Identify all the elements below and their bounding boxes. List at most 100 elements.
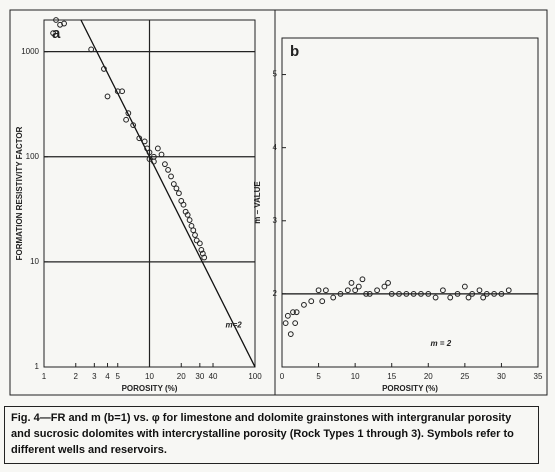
data-point [136, 135, 143, 142]
data-point [88, 46, 95, 53]
data-point [158, 151, 165, 158]
data-point [170, 181, 177, 187]
data-point [388, 290, 395, 297]
data-point [198, 247, 205, 253]
data-point [301, 301, 307, 308]
data-point [465, 294, 472, 301]
data-point [403, 290, 410, 297]
data-point [476, 287, 483, 294]
data-point [461, 283, 468, 290]
data-point [293, 309, 300, 316]
data-point [282, 320, 289, 327]
x-tick-label: 30 [195, 372, 204, 381]
data-point [50, 30, 57, 37]
data-point [146, 156, 153, 163]
data-point [385, 280, 391, 286]
data-point [130, 122, 137, 129]
data-point [119, 88, 126, 95]
x-tick-label: 30 [497, 372, 506, 381]
x-tick-label: 20 [177, 372, 186, 381]
y-tick-label: 10 [30, 257, 39, 266]
data-point [381, 283, 388, 290]
data-point [186, 217, 193, 223]
data-point [483, 290, 490, 297]
data-point [101, 66, 107, 72]
x-tick-label: 1 [42, 372, 47, 381]
data-point [330, 294, 337, 301]
y-tick-label: 3 [273, 216, 278, 225]
data-point [432, 294, 439, 301]
data-point [180, 201, 187, 208]
panel-frame [9, 9, 276, 396]
data-point [190, 227, 197, 234]
x-tick-label: 2 [74, 372, 79, 381]
data-point [184, 211, 191, 218]
plot-frame [281, 37, 539, 368]
x-tick-label: 25 [460, 372, 469, 381]
data-point [498, 290, 505, 297]
y-axis-label: FORMATION RESISTIVITY FACTOR [15, 126, 24, 260]
data-point [491, 290, 498, 297]
data-point [355, 283, 362, 290]
data-point [308, 298, 315, 305]
data-point [125, 110, 132, 117]
fit-line [80, 19, 256, 368]
y-axis-label: m – VALUE [253, 181, 262, 224]
x-axis-label: POROSITY (%) [382, 384, 438, 393]
y-tick-label: 5 [273, 70, 278, 79]
x-tick-label: 4 [105, 372, 110, 381]
x-tick-label: 40 [209, 372, 218, 381]
panel-label: a [52, 25, 61, 42]
x-tick-label: 35 [534, 372, 543, 381]
data-point [146, 149, 153, 156]
data-point [425, 290, 432, 297]
data-point [173, 185, 180, 192]
data-point [352, 287, 359, 294]
data-point [61, 20, 67, 27]
data-point [154, 145, 161, 152]
x-tick-label: 5 [316, 372, 321, 381]
data-point [359, 276, 366, 283]
data-point [348, 280, 355, 286]
x-tick-label: 10 [351, 372, 360, 381]
data-point [418, 290, 424, 297]
data-point [196, 240, 203, 247]
data-point [315, 287, 322, 294]
data-point [141, 138, 148, 145]
x-axis-label: POROSITY (%) [122, 384, 178, 393]
data-point [396, 290, 402, 297]
data-point [176, 190, 182, 197]
data-point [104, 93, 111, 100]
data-point [165, 166, 171, 173]
y-tick-label: 100 [26, 152, 40, 161]
data-point [447, 294, 454, 301]
x-tick-label: 20 [424, 372, 433, 381]
y-tick-label: 4 [273, 143, 278, 152]
panel-frame [274, 9, 548, 396]
data-point [363, 290, 370, 297]
x-tick-label: 15 [387, 372, 396, 381]
caption: Fig. 4—FR and m (b=1) vs. φ for limeston… [4, 406, 539, 464]
data-point [53, 17, 59, 23]
data-point [292, 320, 299, 327]
y-tick-label: 2 [273, 289, 278, 298]
annotation: m = 2 [430, 339, 451, 348]
data-point [162, 161, 168, 168]
y-tick-label: 1000 [21, 47, 39, 56]
x-tick-label: 0 [280, 372, 285, 381]
data-point [290, 309, 296, 316]
data-point [201, 254, 208, 261]
data-point [284, 312, 291, 319]
data-point [123, 116, 129, 123]
x-tick-label: 100 [248, 372, 262, 381]
data-point [366, 290, 373, 297]
panel-label: b [290, 43, 299, 60]
data-point [454, 290, 461, 297]
data-point [322, 287, 329, 294]
data-point [337, 290, 344, 297]
data-point [168, 173, 174, 180]
data-point [344, 287, 351, 294]
data-point [287, 331, 294, 338]
